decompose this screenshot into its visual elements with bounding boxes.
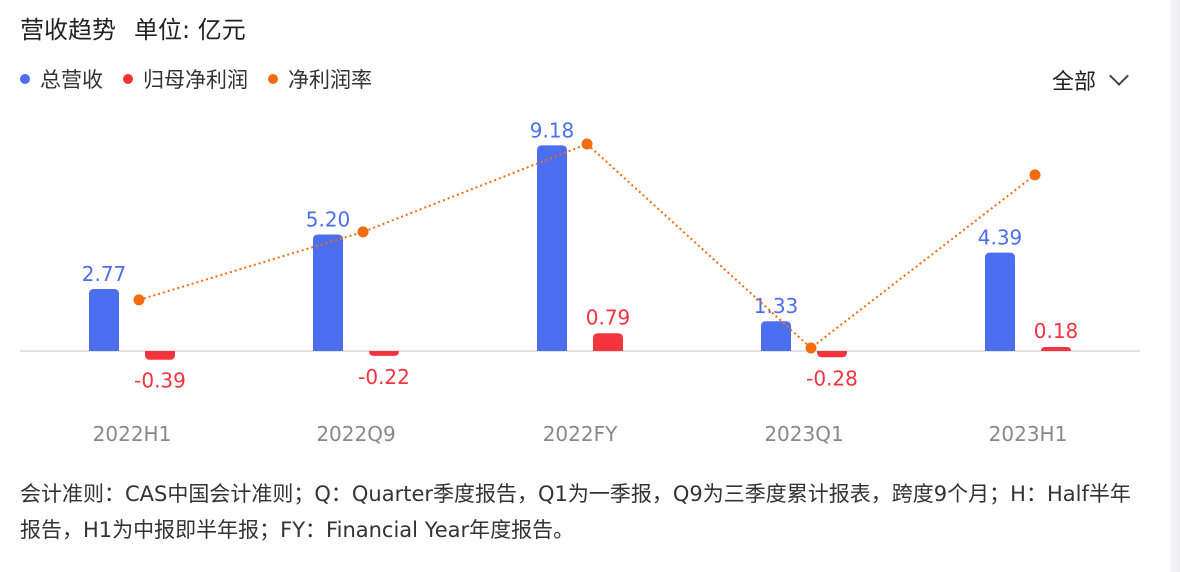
net-margin-point [133, 294, 145, 306]
revenue-bar [313, 234, 343, 351]
legend-item-revenue[interactable]: 总营收 [20, 64, 103, 94]
revenue-bar [537, 145, 567, 351]
net-margin-point [581, 138, 593, 150]
period-filter-label: 全部 [1051, 70, 1096, 95]
legend-item-margin[interactable]: 净利润率 [268, 64, 372, 94]
period-filter-dropdown[interactable]: 全部 [1051, 64, 1129, 96]
chevron-down-icon [1109, 66, 1129, 86]
net-profit-value-label: -0.39 [134, 369, 186, 393]
scroll-edge [1170, 0, 1180, 572]
x-tick-label: 2023H1 [989, 422, 1068, 446]
net-profit-value-label: 0.18 [1034, 319, 1079, 343]
legend-label-net-profit: 归母净利润 [143, 68, 248, 92]
x-tick-label: 2022Q9 [316, 422, 395, 446]
legend-item-net-profit[interactable]: 归母净利润 [123, 64, 248, 94]
x-tick-label: 2022FY [543, 422, 618, 446]
net-profit-bar [145, 351, 175, 360]
revenue-value-label: 2.77 [82, 262, 127, 286]
revenue-value-label: 1.33 [754, 294, 799, 318]
net-profit-bar [1041, 346, 1071, 351]
revenue-chart: 2.77 -0.39 2022H1 5.20 -0.22 2022Q9 9.18 0.79 20… [20, 118, 1140, 446]
legend-dot-margin [268, 74, 278, 84]
net-profit-value-label: 0.79 [586, 305, 631, 329]
legend-label-margin: 净利润率 [288, 68, 372, 92]
chart-title: 营收趋势 [20, 16, 116, 44]
revenue-bar [89, 288, 119, 351]
revenue-bar [761, 321, 791, 351]
unit-label: 单位: 亿元 [134, 16, 246, 44]
revenue-bar [985, 252, 1015, 351]
net-margin-point [805, 342, 817, 354]
revenue-value-label: 5.20 [306, 208, 351, 232]
net-margin-point [1029, 169, 1041, 181]
net-margin-point [357, 226, 369, 238]
x-tick-label: 2023Q1 [764, 422, 843, 446]
net-margin-line [138, 142, 1036, 350]
net-profit-bar [369, 351, 399, 356]
net-profit-bar [593, 333, 623, 351]
x-tick-label: 2022H1 [93, 422, 172, 446]
legend-dot-net-profit [123, 74, 133, 84]
net-profit-value-label: -0.22 [358, 365, 410, 389]
net-profit-value-label: -0.28 [806, 366, 858, 390]
legend-label-revenue: 总营收 [40, 68, 103, 92]
chart-header: 营收趋势 单位: 亿元 [20, 10, 246, 45]
legend-dot-revenue [20, 74, 30, 84]
revenue-value-label: 4.39 [978, 226, 1023, 250]
legend: 总营收 归母净利润 净利润率 [20, 64, 392, 94]
net-profit-bar [817, 351, 847, 358]
footnote: 会计准则：CAS中国会计准则；Q：Quarter季度报告，Q1为一季报，Q9为三… [20, 482, 1131, 542]
revenue-value-label: 9.18 [530, 118, 575, 142]
